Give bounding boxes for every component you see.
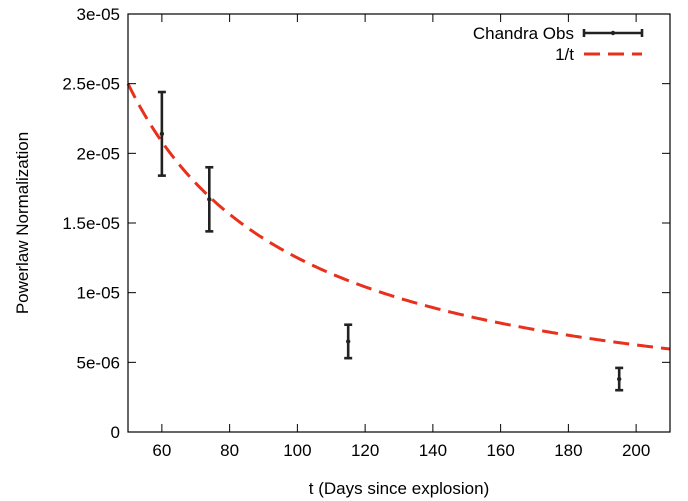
point-marker	[616, 376, 622, 382]
x-tick-label: 160	[486, 441, 514, 460]
x-tick-label: 80	[220, 441, 239, 460]
x-tick-label: 200	[622, 441, 650, 460]
point-marker	[345, 339, 351, 344]
x-tick-label: 180	[554, 441, 582, 460]
y-tick-label: 2.5e-05	[62, 75, 120, 94]
y-tick-label: 3e-05	[77, 5, 120, 24]
data-point-chandra-obs	[615, 366, 624, 392]
x-tick-label: 60	[152, 441, 171, 460]
ticks-layer: 60 80 100 120 140 160 180 200 0 5e-06 1e-05 1.5e-05…	[62, 5, 670, 460]
y-tick-label: 5e-06	[77, 353, 120, 372]
y-tick-label: 1.5e-05	[62, 214, 120, 233]
series-1-over-t-line	[126, 83, 671, 351]
y-tick-label: 1e-05	[77, 284, 120, 303]
data-point-chandra-obs	[205, 165, 214, 233]
x-axis-title: t (Days since explosion)	[309, 479, 489, 498]
legend-label-1-over-t: 1/t	[555, 45, 574, 64]
legend-swatch-marker	[610, 30, 616, 36]
points-layer	[157, 90, 624, 392]
curve-layer	[126, 83, 671, 351]
x-tick-label: 120	[351, 441, 379, 460]
data-point-chandra-obs	[157, 90, 166, 177]
data-point-chandra-obs	[344, 323, 353, 360]
y-tick-label: 2e-05	[77, 144, 120, 163]
x-tick-label: 100	[283, 441, 311, 460]
legend: Chandra Obs 1/t	[473, 24, 644, 64]
y-axis-title: Powerlaw Normalization	[13, 132, 32, 314]
x-tick-label: 140	[419, 441, 447, 460]
point-marker	[207, 197, 212, 202]
legend-label-chandra-obs: Chandra Obs	[473, 24, 574, 43]
point-marker	[159, 131, 165, 137]
y-tick-label: 0	[111, 423, 120, 442]
